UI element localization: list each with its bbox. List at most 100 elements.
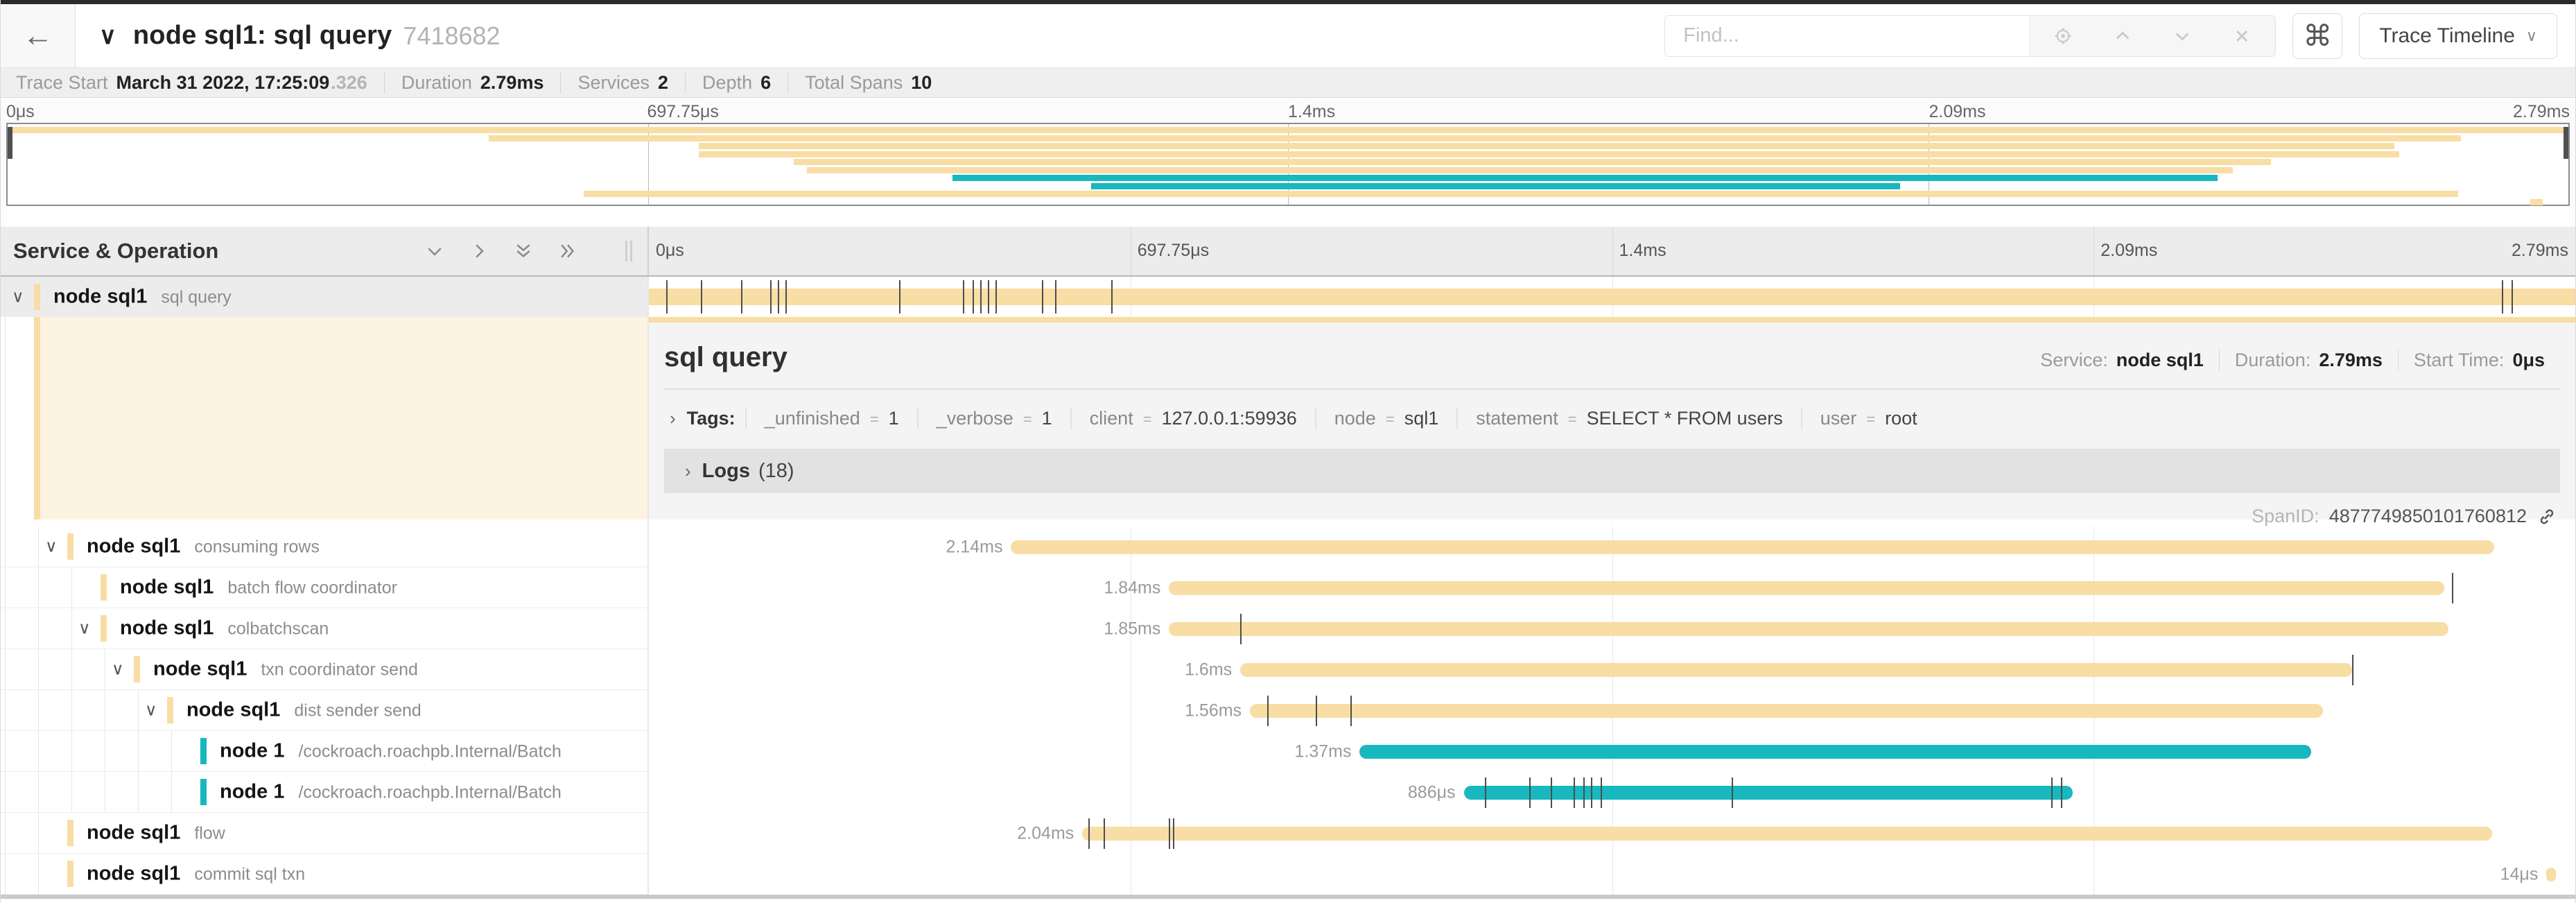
span-tree-item[interactable]: ∨ node sql1 consuming rows <box>1 526 649 567</box>
expand-chevron-icon[interactable]: ∨ <box>145 700 157 720</box>
back-button[interactable]: ← <box>1 4 76 67</box>
span-row: ∨ node sql1 dist sender send 1.56ms <box>1 690 2575 731</box>
operation-name: colbatchscan <box>227 619 329 639</box>
span-name-group: node sql1 consuming rows <box>87 535 320 558</box>
span-tree-item[interactable]: node 1/cockroach.roachpb.Internal/Batch <box>1 772 649 813</box>
collapse-all-double-chevron-down-icon[interactable] <box>513 241 534 261</box>
span-tree-item[interactable]: node sql1 batch flow coordinator <box>1 567 649 608</box>
span-tree-item[interactable]: node 1/cockroach.roachpb.Internal/Batch <box>1 731 649 772</box>
tree-guide-line <box>171 772 172 812</box>
column-resizer-grip[interactable] <box>625 241 635 261</box>
span-tree-item[interactable]: node sql1 commit sql txn <box>1 854 649 895</box>
tree-guide-line <box>38 772 39 812</box>
log-marker-tick <box>980 280 982 313</box>
span-tree-item[interactable]: node sql1 flow <box>1 813 649 854</box>
find-input[interactable] <box>1665 15 2030 56</box>
span-bar-row[interactable]: 2.14ms <box>649 526 2575 567</box>
log-marker-tick <box>1172 818 1174 849</box>
span-meta-value: 2.79ms <box>2319 350 2383 370</box>
minimap-right-scrubber-handle[interactable] <box>2564 127 2568 159</box>
tag-item: statement = SELECT * FROM users <box>1456 408 1801 429</box>
tree-guide-line <box>38 526 39 567</box>
find-next-chevron-down-icon[interactable] <box>2173 26 2192 46</box>
axis-time-label: 2.09ms <box>2100 241 2158 260</box>
span-detail-left-fill <box>40 317 647 519</box>
minimap-canvas[interactable] <box>6 123 2570 206</box>
collapse-trace-chevron-icon[interactable]: ∨ <box>99 22 116 49</box>
tree-guide-line <box>5 854 6 894</box>
expand-chevron-icon[interactable]: ∨ <box>78 619 91 638</box>
tag-equals: = <box>1022 411 1032 428</box>
span-bar[interactable] <box>1463 785 2073 800</box>
span-bar[interactable] <box>1169 580 2445 595</box>
span-bar-row[interactable]: 1.84ms <box>649 567 2575 608</box>
axis-time-label: 1.4ms <box>1619 241 1666 260</box>
span-bar-row-root[interactable] <box>649 277 2575 317</box>
tree-guide-line <box>71 731 72 771</box>
span-name-group: node sql1 commit sql txn <box>87 863 305 886</box>
span-tree-item[interactable]: ∨ node sql1 colbatchscan <box>1 608 649 649</box>
span-bar-row[interactable]: 1.6ms <box>649 649 2575 690</box>
minimap-gridline <box>647 124 649 205</box>
span-bar-row[interactable]: 886μs <box>649 772 2575 813</box>
span-bar-row[interactable]: 2.04ms <box>649 813 2575 854</box>
span-bar[interactable] <box>1082 826 2493 841</box>
collapse-one-chevron-down-icon[interactable] <box>424 241 445 261</box>
find-clear-x-icon[interactable] <box>2232 26 2252 46</box>
copy-link-icon[interactable] <box>2536 506 2557 527</box>
span-color-bar <box>67 820 73 846</box>
trace-summary-value: 10 <box>911 71 932 93</box>
minimap-left-scrubber-handle[interactable] <box>8 127 12 159</box>
logs-accordion[interactable]: › Logs (18) <box>664 449 2560 493</box>
expand-chevron-icon[interactable]: ∨ <box>12 287 24 306</box>
expand-chevron-icon[interactable]: ∨ <box>45 537 58 556</box>
log-marker-tick <box>962 280 964 313</box>
match-locate-icon[interactable] <box>2053 26 2073 46</box>
span-meta-value: node sql1 <box>2116 350 2204 370</box>
find-prev-chevron-up-icon[interactable] <box>2113 26 2132 46</box>
span-tree-item-root[interactable]: ∨ node sql1 sql query <box>1 277 649 317</box>
back-arrow-icon: ← <box>22 18 53 53</box>
header-actions: ⌘ Trace Timeline ∨ <box>1664 12 2557 59</box>
logs-label: Logs <box>702 459 750 482</box>
span-bar-row[interactable]: 1.85ms <box>649 608 2575 649</box>
trace-summary-bar: Trace Start March 31 2022, 17:25:09.326 Du… <box>1 68 2575 98</box>
expand-one-chevron-right-icon[interactable] <box>469 241 489 261</box>
expand-all-double-chevron-right-icon[interactable] <box>557 241 578 261</box>
span-color-bar <box>67 861 73 887</box>
span-duration-label: 14μs <box>2500 864 2539 884</box>
span-tree-item[interactable]: ∨ node sql1 txn coordinator send <box>1 649 649 690</box>
span-bar[interactable] <box>1169 621 2448 636</box>
log-marker-tick <box>995 280 998 313</box>
horizontal-scrollbar[interactable] <box>1 895 2575 899</box>
span-bar-row[interactable]: 14μs <box>649 854 2575 895</box>
log-marker-tick <box>1600 777 1602 808</box>
span-bar[interactable] <box>1359 744 2312 759</box>
trace-view-selector[interactable]: Trace Timeline ∨ <box>2359 12 2557 59</box>
find-controls <box>2029 15 2276 56</box>
tags-accordion[interactable]: › Tags: _unfinished = 1 _verbose = 1 client = 12… <box>664 408 2560 429</box>
span-bar[interactable] <box>1250 703 2323 718</box>
span-bar[interactable] <box>2546 867 2557 882</box>
tree-guide-line <box>5 567 6 608</box>
trace-summary-value: 2 <box>658 71 669 93</box>
span-bar[interactable] <box>1011 540 2495 554</box>
log-marker-tick <box>1103 818 1105 849</box>
span-color-bar <box>167 697 173 723</box>
keyboard-shortcuts-button[interactable]: ⌘ <box>2292 12 2343 59</box>
tree-guide-line <box>138 690 139 730</box>
span-row: node 1/cockroach.roachpb.Internal/Batch 1… <box>1 731 2575 772</box>
span-tree-item[interactable]: ∨ node sql1 dist sender send <box>1 690 649 731</box>
minimap-span-bar <box>8 127 2568 133</box>
span-bar[interactable] <box>649 289 2575 305</box>
operation-name: flow <box>194 823 225 843</box>
expand-chevron-icon[interactable]: ∨ <box>112 660 124 679</box>
span-bar-row[interactable]: 1.37ms <box>649 731 2575 772</box>
span-bar[interactable] <box>1240 662 2352 677</box>
trace-summary-value-muted: .326 <box>331 71 367 93</box>
span-bar-row[interactable]: 1.56ms <box>649 690 2575 731</box>
tree-guide-line <box>38 567 39 608</box>
span-color-bar <box>200 738 207 764</box>
tree-guide-line <box>38 690 39 730</box>
span-detail-body: sql query Service: node sql1 Duration: 2.79… <box>649 322 2575 526</box>
